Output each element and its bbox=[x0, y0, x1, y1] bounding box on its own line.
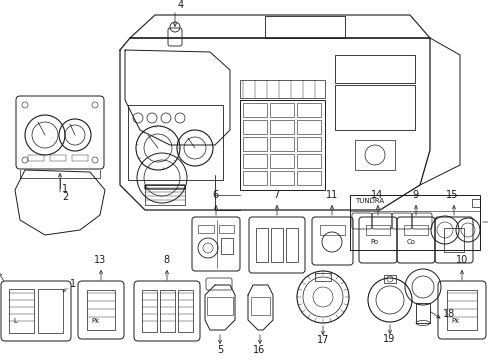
Text: 10: 10 bbox=[455, 255, 468, 265]
Bar bbox=[296, 103, 320, 117]
Bar bbox=[219, 225, 234, 233]
Text: 16: 16 bbox=[252, 345, 264, 355]
Bar bbox=[240, 100, 325, 190]
Bar bbox=[256, 228, 267, 262]
Text: 14: 14 bbox=[370, 190, 383, 200]
Bar bbox=[160, 290, 175, 332]
Bar bbox=[443, 228, 463, 252]
Text: 7: 7 bbox=[272, 190, 279, 200]
Bar bbox=[349, 195, 479, 250]
Bar bbox=[240, 80, 325, 98]
Bar bbox=[250, 297, 269, 315]
Bar bbox=[365, 225, 389, 235]
Bar bbox=[264, 16, 345, 38]
Text: 8: 8 bbox=[163, 255, 169, 265]
Text: 15: 15 bbox=[445, 190, 457, 200]
Text: 11: 11 bbox=[325, 190, 338, 200]
Bar bbox=[269, 103, 293, 117]
Text: Po: Po bbox=[369, 239, 377, 245]
Bar bbox=[269, 137, 293, 151]
Text: Co: Co bbox=[406, 239, 415, 245]
Bar bbox=[178, 290, 193, 332]
Bar bbox=[50, 155, 66, 161]
Bar bbox=[145, 185, 184, 189]
Bar bbox=[243, 103, 266, 117]
Text: 6: 6 bbox=[212, 190, 218, 200]
Text: 13: 13 bbox=[94, 255, 106, 265]
Bar bbox=[334, 85, 414, 130]
Bar bbox=[296, 120, 320, 134]
Bar bbox=[334, 55, 414, 83]
Bar bbox=[243, 120, 266, 134]
Bar bbox=[354, 140, 394, 170]
Text: L: L bbox=[13, 318, 17, 324]
Bar bbox=[415, 303, 429, 323]
Bar bbox=[403, 225, 427, 235]
Bar bbox=[206, 297, 232, 315]
Bar bbox=[269, 120, 293, 134]
Bar bbox=[38, 289, 63, 333]
Bar bbox=[145, 185, 184, 189]
Bar bbox=[145, 185, 184, 189]
Text: 9: 9 bbox=[411, 190, 417, 200]
Text: 1: 1 bbox=[70, 279, 76, 289]
Text: 17: 17 bbox=[316, 335, 329, 345]
Bar bbox=[72, 155, 88, 161]
Bar bbox=[145, 185, 184, 189]
Bar bbox=[319, 225, 345, 235]
Bar bbox=[446, 290, 476, 330]
Bar bbox=[243, 137, 266, 151]
Bar bbox=[269, 171, 293, 185]
Text: Pk: Pk bbox=[450, 318, 458, 324]
Text: TUNDRA: TUNDRA bbox=[354, 198, 384, 204]
Text: Pk: Pk bbox=[91, 318, 99, 324]
Bar bbox=[221, 238, 232, 254]
Bar bbox=[296, 137, 320, 151]
Text: 19: 19 bbox=[382, 334, 394, 344]
Bar bbox=[296, 154, 320, 168]
Bar bbox=[285, 228, 297, 262]
Bar bbox=[87, 290, 115, 330]
Bar bbox=[471, 199, 479, 207]
Bar bbox=[142, 290, 157, 332]
Bar bbox=[198, 225, 214, 233]
Bar bbox=[128, 105, 223, 180]
Text: 4: 4 bbox=[178, 0, 184, 10]
Bar bbox=[383, 275, 395, 283]
Text: 18: 18 bbox=[442, 309, 454, 319]
Bar bbox=[28, 155, 44, 161]
Bar bbox=[314, 273, 330, 281]
Bar bbox=[296, 171, 320, 185]
Bar bbox=[9, 289, 34, 333]
Bar bbox=[243, 154, 266, 168]
Text: 1: 1 bbox=[62, 184, 68, 194]
Text: 2: 2 bbox=[62, 192, 68, 202]
Bar bbox=[269, 154, 293, 168]
Text: 5: 5 bbox=[217, 345, 223, 355]
Bar bbox=[270, 228, 283, 262]
Bar bbox=[243, 171, 266, 185]
